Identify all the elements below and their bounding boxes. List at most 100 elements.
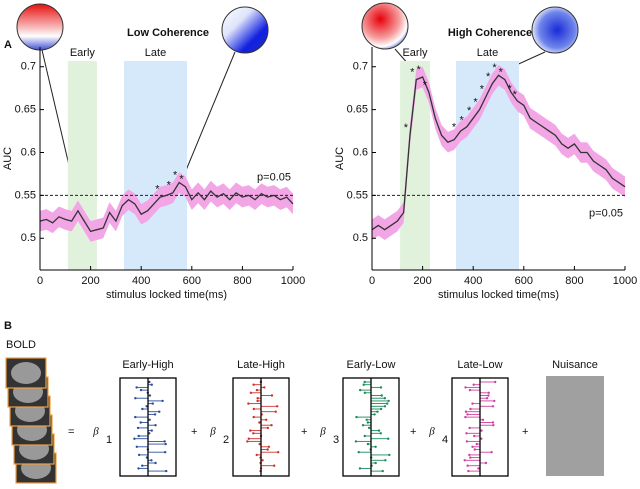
significance-marker: * [486,71,491,83]
y-tick-label: 0.7 [21,61,36,73]
significance-marker: * [452,121,457,133]
regressor-dot [477,467,480,470]
region [123,61,187,270]
regressor-dot [379,386,383,389]
regressor-dot [388,453,391,457]
x-tick-label: 400 [132,275,150,287]
regressor-dot [151,402,154,405]
regressor-dot [363,391,367,394]
beta: β [209,426,216,438]
bold-slices [5,357,57,484]
plus: + [191,426,197,438]
regressor-dot [270,424,273,427]
regressor-dot [275,405,279,408]
x-tick-label: 600 [515,275,533,287]
regressor-dot [473,448,476,451]
regressor-dot [469,407,472,411]
nuisance-box [546,376,604,476]
region-label: Late [145,47,166,59]
error-band [372,65,625,240]
regressor-dot [468,453,471,457]
regressor-dot [362,383,365,386]
x-tick-label: 200 [81,275,99,287]
x-tick-label: 1000 [613,275,637,287]
regressor-dot [255,453,258,457]
regressor-dot [466,464,469,467]
x-tick-label: 400 [464,275,482,287]
regressor-dot [135,445,139,448]
regressor-dot [249,429,252,432]
regressor-dot [154,461,157,465]
regressor-dot [374,445,377,448]
regressor-dot [137,434,140,438]
regressor-dot [492,424,495,427]
plus: + [410,426,416,438]
threshold-label: p=0.05 [589,207,623,219]
beta: β [92,426,99,438]
regressor-dot [150,383,153,386]
regressor-dot [386,402,389,405]
regressor-dot [154,424,157,427]
regressor-dot [484,461,488,465]
y-tick-label: 0.5 [21,232,36,244]
regressor-dot [265,418,268,421]
regressor-dot [150,429,153,432]
regressor-dot [491,405,495,408]
significance-marker: * [473,97,478,109]
regressor-dot [247,437,250,440]
x-tick-label: 0 [369,275,375,287]
regressor-dot [465,440,469,443]
significance-marker: * [179,174,184,186]
regressor-dot [256,397,259,400]
regressor-dot [379,407,383,411]
y-tick-label: 0.65 [15,104,36,116]
significance-marker: * [492,62,497,74]
regressor-dot [354,440,358,443]
regressor-dot [361,424,365,427]
significance-marker: * [480,84,485,96]
regressor-dot [136,426,140,430]
y-tick-label: 0.55 [15,189,36,201]
x-tick-label: 600 [183,275,201,287]
regressor-dot [134,397,137,400]
regressor-dot [387,437,390,440]
regressor-dot [491,421,495,424]
regressor-dot [473,434,476,438]
regressor-dot [164,442,167,446]
x-tick-label: 200 [413,275,431,287]
regressor-dot [134,415,137,419]
regressor-dot [266,426,270,430]
regressor-dot [374,461,377,465]
regressor-dot [252,415,255,419]
regressor-dot [137,467,140,470]
x-tick-label: 0 [37,275,43,287]
region-label: Early [70,47,96,59]
regressor-dot [258,442,261,446]
x-axis-title: stimulus locked time(ms) [106,289,227,301]
beta-subscript: 1 [106,434,112,446]
regressor-dot [464,415,467,419]
significance-marker: * [459,115,464,127]
regressor-dot [467,469,470,473]
regressor-dot [139,388,143,392]
regressor-dot [246,440,249,443]
regressor-dot [137,453,141,457]
significance-marker: * [508,83,513,95]
chart-title: Low Coherence [127,27,209,39]
regressor-dot [276,451,280,454]
regressor-dot [383,397,387,400]
y-tick-label: 0.5 [353,232,368,244]
regressor-dot [471,445,474,448]
regressor-dot [148,418,151,421]
significance-marker: * [467,105,472,117]
regressor-dot [384,459,387,462]
regressor-dot [366,421,370,424]
plus: + [522,426,528,438]
plus: + [301,426,307,438]
regressor-dot [471,402,474,405]
regressor-dot [249,391,253,394]
regressor-label: Late-Low [457,359,502,371]
regressor-dot [363,380,366,384]
regressor-label: Early-Low [347,359,396,371]
